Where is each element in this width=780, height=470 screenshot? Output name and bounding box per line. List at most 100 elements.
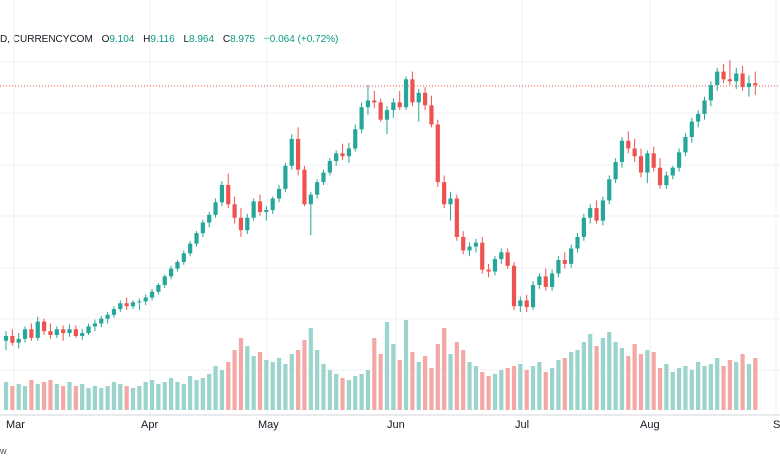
candle-body <box>334 153 339 162</box>
volume-bar <box>207 374 212 410</box>
volume-bar <box>359 374 364 410</box>
candle-body <box>664 175 669 186</box>
candle-body <box>581 217 586 237</box>
volume-bar <box>200 378 205 410</box>
volume-bar <box>245 346 250 410</box>
candle-body <box>340 153 345 157</box>
volume-bar <box>740 354 745 410</box>
candle-body <box>315 182 320 195</box>
candle-body <box>270 198 275 211</box>
volume-bar <box>308 328 313 410</box>
volume-bar <box>689 370 694 410</box>
candle-body <box>118 303 123 310</box>
volume-bar <box>410 352 415 410</box>
candle-body <box>175 261 180 269</box>
volume-bar <box>346 380 351 410</box>
candle-body <box>537 276 542 286</box>
volume-bar <box>391 344 396 410</box>
volume-bar <box>175 382 180 410</box>
volume-bar <box>264 360 269 410</box>
x-tick-label: Aug <box>640 419 660 431</box>
candle-body <box>73 329 78 336</box>
volume-bar <box>607 332 612 410</box>
volume-bar <box>499 370 504 410</box>
volume-bar <box>569 352 574 410</box>
candle-body <box>588 208 593 218</box>
candle-body <box>48 331 53 336</box>
volume-bar <box>626 356 631 410</box>
candle-body <box>702 100 707 114</box>
candle-body <box>353 129 358 149</box>
volume-bar <box>111 382 117 410</box>
candle-body <box>143 297 148 302</box>
volume-bar <box>372 338 377 410</box>
candle-body <box>486 269 491 272</box>
candle-body <box>403 79 409 108</box>
candle-body <box>569 248 574 264</box>
candle-body <box>194 233 199 244</box>
volume-bar <box>480 372 485 410</box>
volume-bar <box>80 384 85 410</box>
candle-body <box>181 253 186 262</box>
candle-body <box>543 276 548 287</box>
candle-body <box>613 161 618 180</box>
candle-body <box>302 169 307 205</box>
volume-bar <box>73 386 78 410</box>
candle-body <box>746 83 752 87</box>
volume-bar <box>416 362 421 410</box>
volume-bar <box>683 366 688 410</box>
candle-body <box>86 326 91 334</box>
candle-body <box>657 167 663 186</box>
candle-body <box>207 214 212 223</box>
candle-body <box>651 153 656 168</box>
volume-bar <box>715 358 720 410</box>
volume-bar <box>118 384 123 410</box>
volume-bar <box>645 350 650 410</box>
volume-bar <box>511 366 517 410</box>
candle-body <box>721 71 726 80</box>
volume-bar <box>677 368 682 410</box>
candle-body <box>442 182 447 205</box>
candle-body <box>372 100 377 103</box>
candle-body <box>264 210 269 212</box>
volume-bar <box>384 322 390 410</box>
candle-body <box>638 156 644 173</box>
candle-body <box>461 236 466 251</box>
volume-bar <box>588 334 593 410</box>
candle-body <box>683 136 688 153</box>
volume-bar <box>289 354 294 410</box>
candle-body <box>219 185 224 203</box>
volume-bar <box>257 352 263 410</box>
candle-body <box>257 201 263 212</box>
candle-body <box>276 188 282 199</box>
change-value: +0.064 (+0.72%) <box>263 34 339 45</box>
x-tick-label: S <box>773 419 780 431</box>
candle-body <box>499 252 504 260</box>
volume-bar <box>537 362 542 410</box>
volume-bar <box>473 366 478 410</box>
volume-bar <box>302 340 307 410</box>
volume-bar <box>92 386 97 410</box>
volume-bar <box>232 350 237 410</box>
volume-bar <box>156 384 161 410</box>
candle-body <box>232 204 237 218</box>
volume-bar <box>562 358 567 410</box>
volume-bar <box>423 356 428 410</box>
volume-bar <box>124 386 129 410</box>
volume-bar <box>105 386 110 410</box>
candle-body <box>29 329 34 338</box>
x-tick-label: Mar <box>6 419 25 431</box>
candle-body <box>308 194 313 205</box>
volume-bar <box>149 380 155 410</box>
volume-bar <box>632 344 637 410</box>
volume-bar <box>54 384 59 410</box>
candle-body <box>137 301 142 303</box>
volume-bar <box>518 364 523 410</box>
candle-body <box>130 302 136 307</box>
candle-body <box>715 71 720 86</box>
volume-bar <box>226 362 231 410</box>
volume-bar <box>143 382 148 410</box>
candle-body <box>734 73 739 82</box>
close-value: 8.975 <box>230 34 256 45</box>
